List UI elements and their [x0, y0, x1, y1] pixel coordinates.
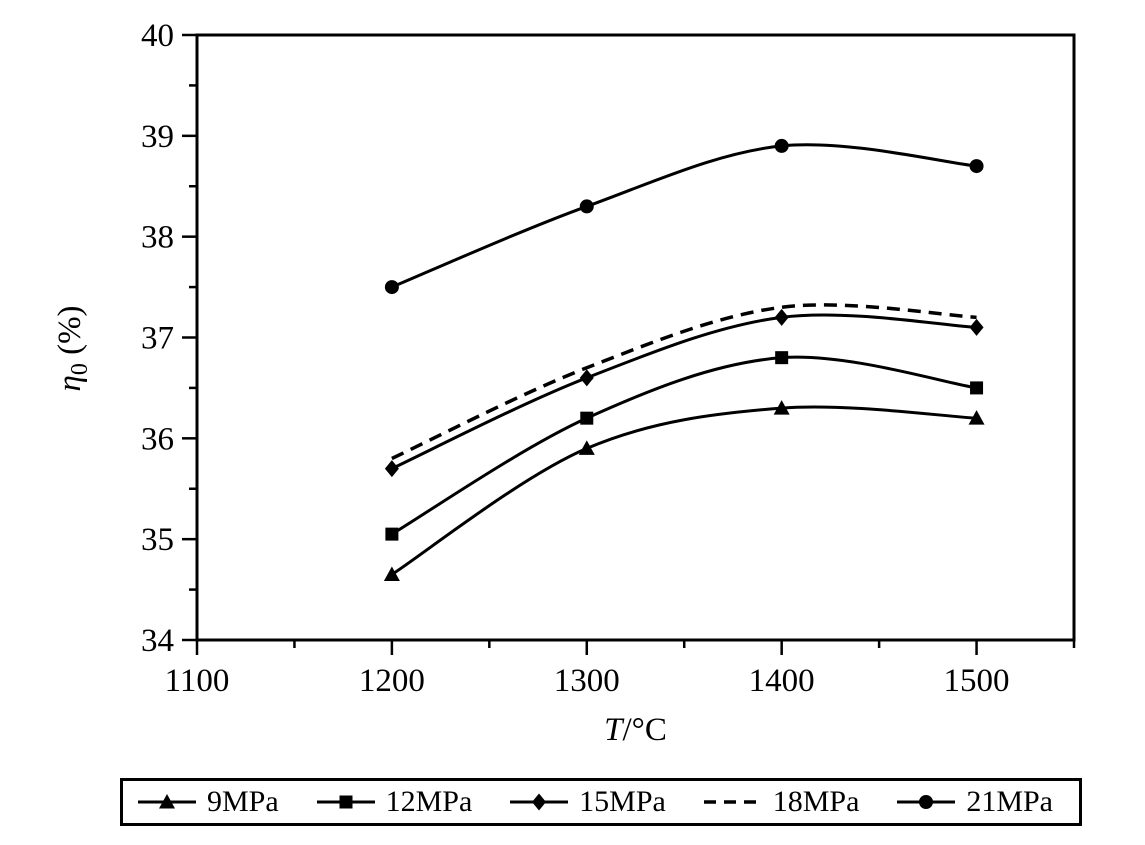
y-axis-tick-label: 35 — [141, 522, 174, 558]
legend-entry-12MPa: 12MPa — [316, 785, 473, 818]
diamond-marker — [579, 369, 594, 387]
circle-marker — [969, 159, 984, 174]
legend-label: 18MPa — [772, 785, 860, 818]
circle-marker — [384, 280, 399, 295]
legend-line-sample — [897, 795, 956, 809]
series-line-18MPa — [391, 303, 977, 461]
square-marker — [970, 381, 984, 395]
legend-entry-9MPa: 9MPa — [137, 787, 279, 817]
diamond-marker — [384, 460, 399, 478]
legend-label: 15MPa — [579, 785, 666, 818]
y-axis-tick-label: 40 — [141, 18, 174, 54]
diamond-marker — [532, 793, 547, 811]
square-marker — [775, 351, 789, 365]
legend-entry-18MPa: 18MPa — [703, 785, 860, 818]
triangle-marker — [159, 794, 175, 809]
circle-marker — [774, 138, 789, 153]
circle-marker — [919, 795, 934, 809]
legend-line-sample — [703, 800, 762, 804]
series-line-9MPa — [391, 405, 977, 576]
legend-entry-21MPa: 21MPa — [896, 787, 1053, 817]
y-axis-tick-label: 36 — [141, 421, 174, 457]
diamond-marker — [969, 318, 984, 336]
series-line-12MPa — [391, 355, 977, 536]
x-axis-title: T/°C — [604, 712, 667, 748]
square-marker — [385, 527, 399, 541]
legend-line-sample — [316, 795, 375, 809]
legend-entry-15MPa: 15MPa — [509, 787, 666, 817]
square-marker — [339, 795, 353, 809]
x-axis-tick-label: 1200 — [359, 663, 425, 699]
legend-label: 12MPa — [385, 785, 473, 818]
legend-label: 9MPa — [207, 785, 279, 818]
x-axis-tick-label: 1300 — [554, 663, 620, 699]
legend-line-sample — [510, 793, 569, 811]
y-axis-title: η0 (%) — [52, 305, 93, 391]
x-axis-tick-label: 1500 — [944, 663, 1010, 699]
plot-border — [195, 33, 1076, 642]
y-axis-tick-label: 38 — [141, 220, 174, 256]
square-marker — [580, 411, 594, 425]
y-axis-tick-label: 34 — [141, 623, 174, 659]
triangle-marker — [968, 410, 985, 425]
triangle-marker — [383, 566, 400, 581]
x-axis-tick-label: 1400 — [749, 663, 815, 699]
triangle-marker — [773, 400, 790, 415]
y-axis-tick-label: 39 — [141, 119, 174, 155]
series-line-21MPa — [391, 143, 977, 289]
legend-label: 21MPa — [966, 785, 1053, 818]
legend-line-sample — [138, 794, 196, 809]
triangle-marker — [578, 440, 595, 455]
diamond-marker — [774, 308, 789, 326]
x-axis-tick-label: 1100 — [165, 663, 230, 699]
series-line-15MPa — [391, 313, 977, 470]
chart-legend: 9MPa 12MPa 15MPa 18MPa 21MPa — [120, 778, 1082, 826]
y-axis-tick-label: 37 — [141, 321, 174, 357]
circle-marker — [579, 199, 594, 214]
